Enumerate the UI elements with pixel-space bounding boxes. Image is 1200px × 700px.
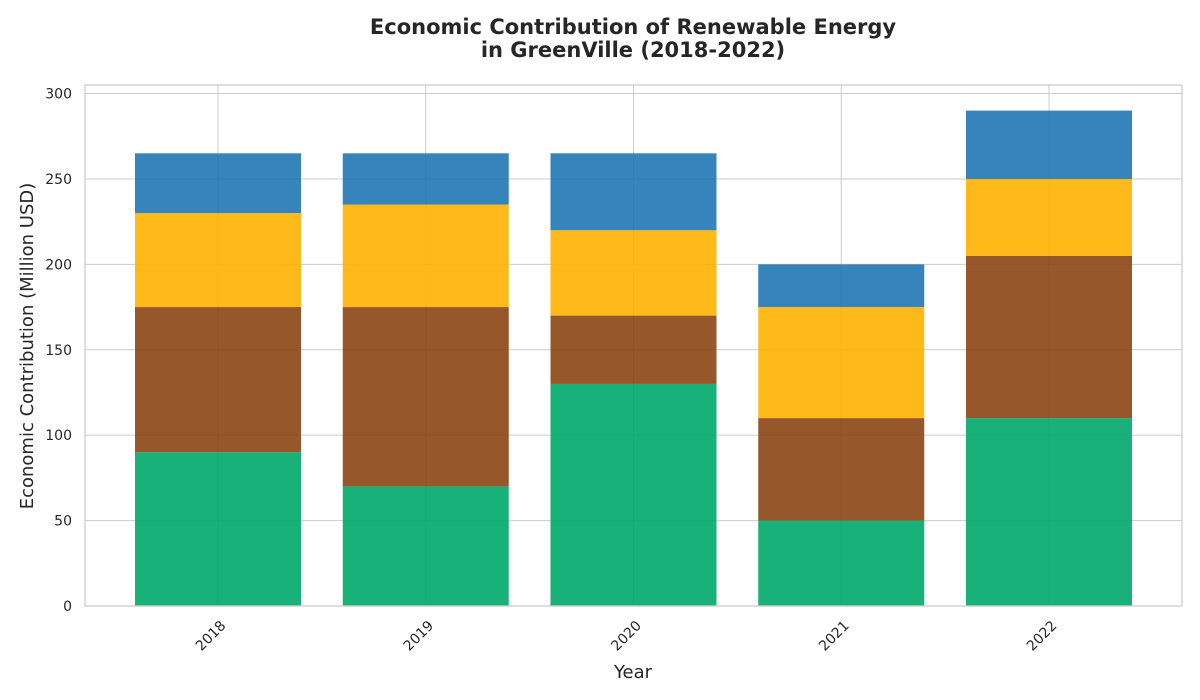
y-tick-label: 0 bbox=[63, 599, 72, 615]
y-axis-label: Economic Contribution (Million USD) bbox=[17, 183, 38, 510]
bar-segment bbox=[135, 213, 301, 308]
x-tick-label: 2018 bbox=[193, 618, 230, 655]
y-tick-label: 300 bbox=[45, 87, 72, 103]
y-tick-label: 250 bbox=[45, 172, 72, 188]
chart-title-line-1: Economic Contribution of Renewable Energ… bbox=[370, 15, 896, 39]
plot-frame bbox=[84, 84, 1183, 607]
x-axis-label: Year bbox=[613, 662, 653, 683]
x-tick-label: 2021 bbox=[816, 618, 853, 655]
bar-segment bbox=[758, 418, 925, 521]
bar-segment bbox=[966, 255, 1132, 419]
bar-segment bbox=[342, 153, 509, 205]
bar-segment bbox=[550, 153, 717, 231]
bar-segment bbox=[550, 315, 717, 384]
bar-segment bbox=[135, 307, 301, 453]
bar-segment bbox=[135, 452, 301, 606]
bar-segment bbox=[342, 307, 509, 487]
x-tick-label: 2019 bbox=[401, 618, 438, 655]
bar-segment bbox=[758, 307, 925, 419]
bar-segment bbox=[966, 418, 1132, 606]
y-axis-ticks: 0 50 100 150 200 250 300 bbox=[45, 87, 72, 615]
chart-title-line-2: in GreenVille (2018-2022) bbox=[481, 38, 785, 62]
x-tick-label: 2022 bbox=[1024, 618, 1061, 655]
bar-segment bbox=[550, 230, 717, 316]
bar-segment bbox=[550, 383, 717, 606]
y-tick-label: 150 bbox=[45, 343, 72, 359]
bar-segment bbox=[342, 486, 509, 606]
bar-segment bbox=[758, 520, 925, 606]
x-tick-label: 2020 bbox=[608, 618, 645, 655]
y-tick-label: 200 bbox=[45, 257, 72, 273]
bar-segment bbox=[758, 264, 925, 308]
bar-segment bbox=[342, 204, 509, 308]
y-tick-label: 50 bbox=[54, 514, 72, 530]
x-axis-ticks: 2018 2019 2020 2021 2022 bbox=[193, 618, 1061, 655]
y-tick-label: 100 bbox=[45, 428, 72, 444]
bar-segment bbox=[966, 178, 1132, 256]
bar-segment bbox=[135, 153, 301, 214]
bars bbox=[135, 110, 1132, 606]
bar-segment bbox=[966, 110, 1132, 179]
